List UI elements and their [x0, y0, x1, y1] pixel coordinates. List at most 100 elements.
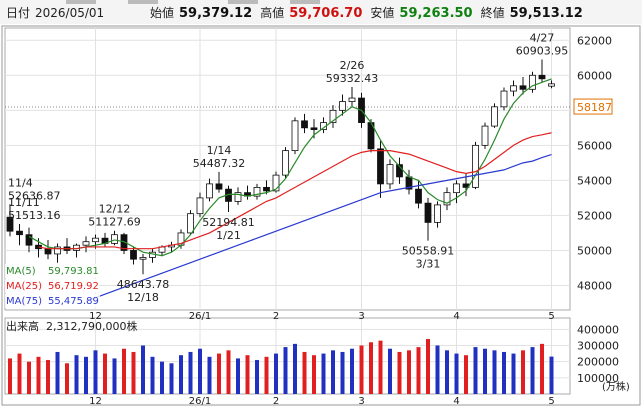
y-tick-label: 400000 — [577, 323, 619, 336]
x-tick-label: 26/1 — [189, 396, 211, 407]
candle-body — [500, 90, 508, 108]
header-bar — [0, 0, 642, 24]
y-tick-label: 52000 — [577, 209, 612, 222]
volume-bar — [188, 351, 193, 394]
candle-body — [519, 85, 527, 90]
candle-body — [481, 125, 489, 146]
candle-body — [329, 109, 337, 123]
candle-body — [92, 237, 99, 243]
volume-bar — [198, 348, 202, 394]
volume-bar — [511, 353, 516, 394]
x-tick-label: 4 — [453, 311, 459, 322]
volume-bar — [84, 356, 88, 394]
candle-body — [310, 127, 318, 130]
annotation-value: 54487.32 — [193, 157, 246, 170]
x-tick-label: 26/1 — [189, 311, 211, 322]
volume-bar — [293, 343, 297, 394]
y-tick-label: 62000 — [577, 34, 612, 47]
volume-bar — [445, 350, 449, 394]
candle-body — [253, 186, 261, 197]
volume-bar — [103, 353, 107, 394]
volume-bar — [388, 348, 392, 394]
volume-bar — [150, 356, 155, 394]
annotation-date: 1/14 — [207, 144, 232, 157]
candle-body — [272, 174, 280, 192]
annotation-date: 12/12 — [99, 203, 131, 216]
volume-bar — [302, 351, 307, 394]
volume-bar — [435, 345, 440, 394]
y-tick-label: 100000 — [577, 372, 619, 385]
x-tick-label: 12 — [89, 311, 102, 322]
volume-unit: (万株) — [602, 380, 630, 393]
candle-body — [6, 216, 14, 232]
tab — [228, 0, 258, 4]
volume-bar — [530, 347, 535, 394]
volume-bar — [454, 353, 459, 394]
candle-body — [434, 204, 441, 223]
volume-bar — [331, 350, 335, 394]
candle-body — [348, 97, 356, 102]
volume-bar — [312, 355, 316, 394]
volume-bar — [378, 340, 383, 394]
volume-bar — [179, 355, 183, 394]
legend-name: MA(5) — [6, 266, 36, 277]
volume-bar — [521, 350, 525, 394]
volume-bar — [407, 350, 411, 394]
x-tick-label: 5 — [548, 396, 554, 407]
y-tick-label: 50000 — [577, 244, 612, 257]
candle-body — [111, 234, 118, 244]
x-tick-label: 2 — [273, 396, 279, 407]
volume-bar — [464, 355, 468, 394]
volume-bar — [426, 339, 430, 394]
candle-body — [44, 248, 52, 255]
annotation-value: 50558.91 — [402, 245, 455, 258]
marker-label: 58187 — [577, 101, 612, 114]
ma-line — [85, 153, 552, 302]
annotation-value: 52636.87 — [8, 189, 61, 202]
ma-line — [28, 78, 552, 257]
annotation-value: 51127.69 — [88, 216, 141, 229]
volume-bar — [255, 360, 259, 394]
volume-bar — [36, 356, 41, 394]
volume-bar — [141, 345, 145, 394]
candle-body — [82, 241, 90, 246]
volume-bar — [369, 342, 373, 394]
volume-bar — [483, 348, 487, 394]
legend-name: MA(75) — [6, 296, 42, 307]
candle-body — [282, 150, 289, 176]
volume-bar — [160, 361, 164, 394]
date: 2026/05/01 — [35, 6, 104, 20]
annotation-date: 2/26 — [340, 59, 365, 72]
volume-bar — [321, 353, 326, 394]
header-value: 59,706.70 — [289, 6, 362, 21]
x-tick-label: 5 — [548, 311, 554, 322]
volume-bar — [55, 351, 60, 394]
volume-bar — [397, 351, 402, 394]
annotation-date: 1/21 — [216, 229, 241, 242]
candle-body — [386, 164, 394, 185]
volume-bar — [112, 358, 117, 394]
tab — [66, 0, 96, 4]
candle-body — [130, 250, 137, 260]
y-tick-label: 48000 — [577, 279, 612, 292]
volume-bar — [122, 348, 126, 394]
header-value: 59,263.50 — [399, 6, 472, 21]
annotation-date: 11/4 — [8, 176, 33, 189]
volume-bar — [264, 356, 269, 394]
candle-body — [491, 106, 498, 127]
annotation-value: 60903.95 — [516, 44, 569, 57]
y-tick-label: 200000 — [577, 356, 619, 369]
candle-body — [291, 120, 299, 152]
header-label: 高値 — [260, 5, 284, 20]
candle-body — [54, 246, 61, 255]
volume-bar — [169, 363, 174, 394]
header-value: 59,513.12 — [510, 6, 583, 21]
volume-bar — [340, 351, 345, 394]
x-tick-label: 4 — [453, 396, 459, 407]
candle-body — [510, 85, 517, 92]
volume-bar — [74, 355, 79, 394]
annotation-value: 51513.16 — [8, 209, 61, 222]
candle-body — [301, 120, 308, 129]
legend-bg — [5, 294, 100, 308]
